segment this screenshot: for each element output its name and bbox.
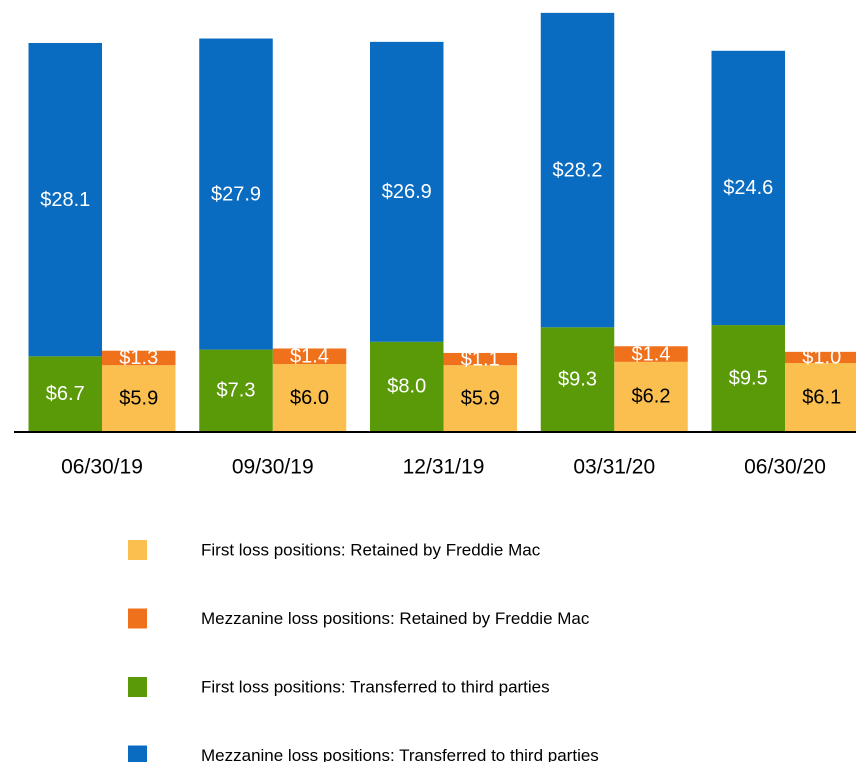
data-label: $26.9 [382, 181, 432, 203]
bar-segment [540, 327, 615, 431]
data-label: $5.9 [461, 387, 500, 409]
data-label: $7.3 [217, 380, 256, 402]
bar-segment [711, 325, 785, 431]
data-label: $6.2 [632, 386, 671, 408]
data-label: $1.0 [802, 347, 841, 369]
bar-segment [785, 362, 856, 431]
data-label: $28.2 [552, 159, 602, 181]
legend-label: Mezzanine loss positions: Retained by Fr… [201, 609, 590, 628]
bar-segment [614, 361, 688, 431]
data-label: $1.4 [290, 346, 329, 368]
bar-segment [443, 352, 517, 366]
x-tick-label: 09/30/19 [232, 456, 314, 479]
data-label: $24.6 [723, 177, 773, 199]
bar-segment [199, 349, 273, 431]
data-label: $5.9 [119, 387, 158, 409]
bar-segment [199, 38, 273, 350]
x-tick-label: 12/31/19 [403, 456, 485, 479]
bar-segment [28, 356, 102, 431]
bar-segment [370, 41, 444, 342]
data-label: $6.0 [290, 387, 329, 409]
legend-swatch [128, 677, 147, 697]
x-tick-label: 06/30/20 [744, 456, 826, 479]
bar-segment [785, 351, 856, 363]
bar-segment [370, 341, 444, 431]
bar-segment [272, 364, 347, 431]
data-label: $6.7 [46, 383, 85, 405]
data-label: $9.5 [729, 367, 768, 389]
bar-segment [614, 346, 688, 362]
bar-segment [272, 348, 347, 365]
legend-label: First loss positions: Retained by Freddi… [201, 540, 541, 559]
data-label: $28.1 [40, 189, 90, 211]
bar-segment [540, 12, 615, 328]
legend-swatch [128, 608, 147, 629]
bar-segment [711, 50, 785, 326]
data-label: $1.3 [119, 347, 158, 369]
x-tick-label: 03/31/20 [573, 456, 655, 479]
data-label: $8.0 [387, 376, 426, 398]
bar-segment [102, 350, 176, 366]
bar-segment [102, 365, 176, 431]
legend-swatch [128, 540, 147, 560]
legend-label: Mezzanine loss positions: Transferred to… [201, 746, 599, 762]
legend-label: First loss positions: Transferred to thi… [201, 677, 550, 696]
data-label: $27.9 [211, 183, 261, 205]
x-tick-label: 06/30/19 [61, 456, 143, 479]
bar-segment [28, 42, 102, 357]
data-label: $1.1 [461, 348, 500, 370]
data-label: $6.1 [802, 386, 841, 408]
bar-segment [443, 365, 517, 431]
legend-swatch [128, 745, 147, 762]
data-label: $1.4 [632, 343, 671, 365]
data-label: $9.3 [558, 368, 597, 390]
